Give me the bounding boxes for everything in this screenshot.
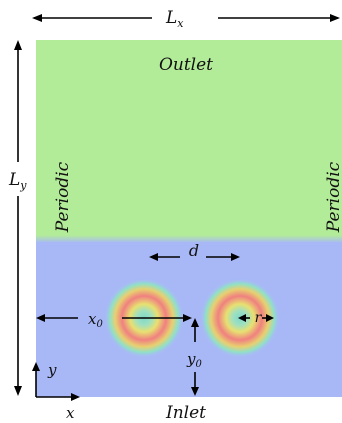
x0-label: x0	[88, 310, 103, 330]
x0-dimension-arrow	[36, 314, 192, 322]
r-label: r	[255, 310, 263, 326]
y0-label: y0	[186, 350, 202, 370]
d-spacing-arrow	[149, 253, 240, 261]
ly-dimension-arrow	[14, 40, 22, 396]
coordinate-axes	[32, 362, 80, 401]
outlet-label: Outlet	[159, 55, 213, 75]
y0-dimension-arrow	[191, 318, 199, 396]
lx-dimension-arrow	[32, 14, 340, 22]
axis-y-label: y	[47, 361, 57, 379]
r-radius-arrow	[238, 314, 274, 322]
axis-x-label: x	[66, 404, 75, 422]
periodic-right-label: Periodic	[324, 161, 342, 233]
periodic-left-label: Periodic	[53, 161, 73, 233]
lower-fluid-region	[36, 242, 342, 397]
inlet-label: Inlet	[165, 403, 206, 423]
lx-label: Lx	[165, 8, 184, 30]
ly-label: Ly	[8, 170, 27, 192]
d-label: d	[189, 241, 199, 260]
upper-fluid-region	[36, 40, 342, 237]
interface-band	[36, 235, 342, 243]
